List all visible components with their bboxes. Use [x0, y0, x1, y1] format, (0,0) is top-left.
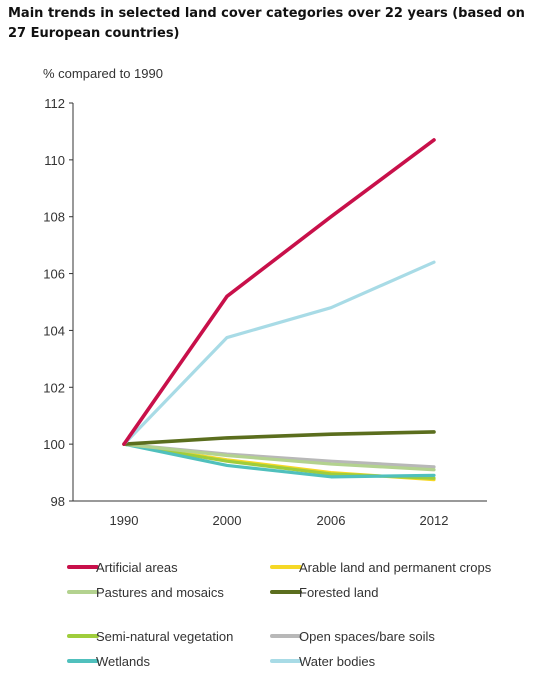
legend-label: Forested land [299, 585, 379, 600]
x-tick-label: 2000 [213, 513, 242, 528]
y-tick-label: 110 [44, 153, 65, 168]
legend-label: Arable land and permanent crops [299, 560, 492, 575]
series-line [122, 138, 436, 446]
y-axis-label: % compared to 1990 [43, 66, 163, 81]
legend-label: Semi-natural vegetation [96, 629, 233, 644]
series-line [122, 260, 436, 446]
series-line [122, 442, 436, 479]
legend: Artificial areas Arable land and permanen… [67, 560, 492, 669]
series-line [122, 430, 436, 446]
series-lines [122, 138, 436, 482]
axes: 98 100 102 104 106 108 110 112 1990 2000 2006 2012 [43, 96, 487, 528]
legend-label: Water bodies [299, 654, 376, 669]
series-line [122, 442, 436, 469]
y-tick-label: 106 [43, 267, 65, 282]
legend-label: Open spaces/bare soils [299, 629, 435, 644]
legend-label: Artificial areas [96, 560, 178, 575]
y-tick-label: 104 [43, 323, 65, 338]
x-tick-label: 2006 [317, 513, 346, 528]
y-tick-label: 108 [43, 210, 65, 225]
legend-label: Wetlands [96, 654, 150, 669]
y-tick-label: 100 [43, 437, 65, 452]
y-tick-label: 102 [43, 380, 65, 395]
y-tick-label: 98 [51, 494, 65, 509]
legend-label: Pastures and mosaics [96, 585, 224, 600]
y-tick-label: 112 [44, 96, 65, 111]
series-line [122, 442, 436, 472]
x-tick-label: 2012 [420, 513, 449, 528]
x-tick-label: 1990 [110, 513, 139, 528]
chart-title: Main trends in selected land cover categ… [8, 6, 525, 41]
